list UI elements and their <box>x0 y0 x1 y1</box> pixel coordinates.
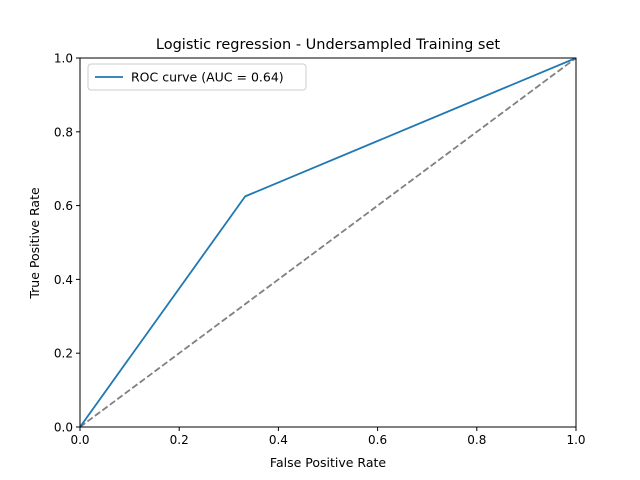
y-tick-label: 1.0 <box>54 52 73 66</box>
y-tick-label: 0.6 <box>54 199 73 213</box>
roc-curve-line <box>80 58 576 427</box>
x-tick-label: 0.4 <box>269 433 288 447</box>
x-axis-label: False Positive Rate <box>270 455 386 470</box>
x-tick-label: 0.6 <box>368 433 387 447</box>
x-tick-label: 0.0 <box>70 433 89 447</box>
chart-title: Logistic regression - Undersampled Train… <box>156 37 500 53</box>
plot-layer <box>80 58 576 427</box>
x-tick-label: 0.2 <box>170 433 189 447</box>
axis-layer: 0.0 0.2 0.4 0.6 0.8 1.0 0.0 0.2 0.4 0.6 0.8 1.0 <box>54 52 586 448</box>
x-tick-label: 0.8 <box>467 433 486 447</box>
plot-frame <box>79 57 577 428</box>
y-tick-label: 0.8 <box>54 125 73 139</box>
legend-label-roc: ROC curve (AUC = 0.64) <box>131 70 284 85</box>
y-axis-label: True Positive Rate <box>27 187 42 300</box>
y-tick-label: 0.2 <box>54 347 73 361</box>
x-tick-label: 1.0 <box>566 433 585 447</box>
y-tick-label: 0.4 <box>54 273 73 287</box>
y-tick-label: 0.0 <box>54 421 73 435</box>
chance-line <box>80 58 576 427</box>
legend: ROC curve (AUC = 0.64) <box>87 63 307 91</box>
legend-box <box>87 63 307 91</box>
